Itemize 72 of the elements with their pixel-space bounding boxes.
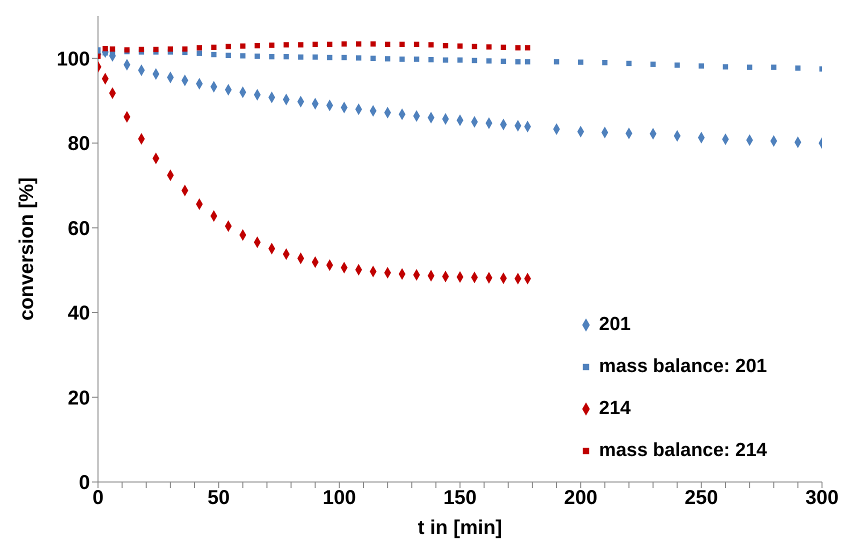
point [650, 62, 656, 67]
point [284, 42, 289, 48]
x-axis-title: t in [min] [418, 517, 502, 539]
y-tick-label: 100 [56, 48, 90, 70]
x-tick-label: 50 [208, 487, 230, 510]
point [602, 60, 608, 66]
point [254, 54, 260, 59]
point [226, 44, 231, 50]
point [254, 43, 260, 48]
y-axis-title: conversion [%] [16, 177, 38, 321]
point [211, 44, 216, 50]
point [500, 58, 506, 64]
point [269, 54, 274, 60]
point [554, 59, 560, 64]
y-tick-label: 0 [78, 472, 90, 494]
point [428, 42, 434, 48]
point [102, 46, 108, 52]
point [578, 60, 584, 65]
point [674, 62, 680, 68]
x-tick-label: 0 [92, 487, 104, 510]
legend-label: mass balance: 214 [599, 440, 767, 462]
point [269, 42, 274, 48]
point [722, 64, 728, 70]
point [196, 45, 202, 50]
point [298, 54, 304, 60]
x-tick-label: 250 [684, 487, 718, 510]
y-tick-label: 60 [68, 218, 90, 240]
y-tick-label: 40 [68, 302, 90, 325]
x-tick-label: 300 [805, 487, 839, 510]
point [384, 42, 390, 48]
point [342, 41, 347, 47]
point [399, 42, 405, 48]
point [795, 65, 801, 71]
x-tick-label: 150 [443, 487, 477, 510]
point [428, 56, 434, 62]
y-tick-label: 80 [68, 133, 90, 156]
point [356, 55, 362, 61]
point [500, 44, 506, 50]
point [370, 41, 376, 47]
point [182, 46, 188, 52]
point [196, 50, 202, 56]
point [524, 45, 530, 50]
point [771, 64, 776, 70]
point [298, 42, 304, 48]
point [226, 52, 231, 58]
point [515, 45, 521, 50]
point [515, 59, 521, 64]
point [356, 41, 362, 47]
point [327, 54, 332, 60]
point [399, 56, 405, 62]
point [414, 42, 420, 48]
legend-label: 214 [599, 398, 631, 420]
legend-label: mass balance: 201 [599, 356, 767, 378]
point [746, 64, 752, 70]
x-tick-label: 100 [322, 487, 356, 510]
point [284, 54, 289, 60]
point [240, 43, 246, 49]
legend-label: 201 [599, 314, 631, 336]
point [370, 56, 376, 62]
point [442, 43, 448, 48]
point [240, 53, 246, 58]
point [342, 54, 347, 60]
point [524, 59, 530, 64]
point [312, 54, 318, 60]
x-tick-label: 200 [564, 487, 598, 510]
point [211, 52, 216, 58]
point [414, 56, 420, 62]
point [327, 42, 332, 48]
point [698, 63, 704, 69]
y-tick-label: 20 [68, 387, 90, 410]
point [312, 42, 318, 48]
point [384, 56, 390, 62]
